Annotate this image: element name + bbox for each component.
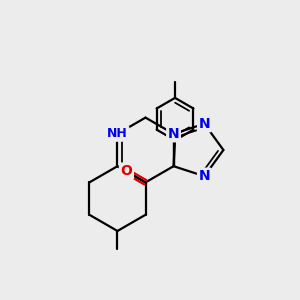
- Text: N: N: [168, 127, 179, 141]
- Text: N: N: [199, 117, 210, 131]
- Text: NH: NH: [107, 127, 128, 140]
- Text: O: O: [120, 164, 132, 178]
- Text: N: N: [199, 169, 210, 183]
